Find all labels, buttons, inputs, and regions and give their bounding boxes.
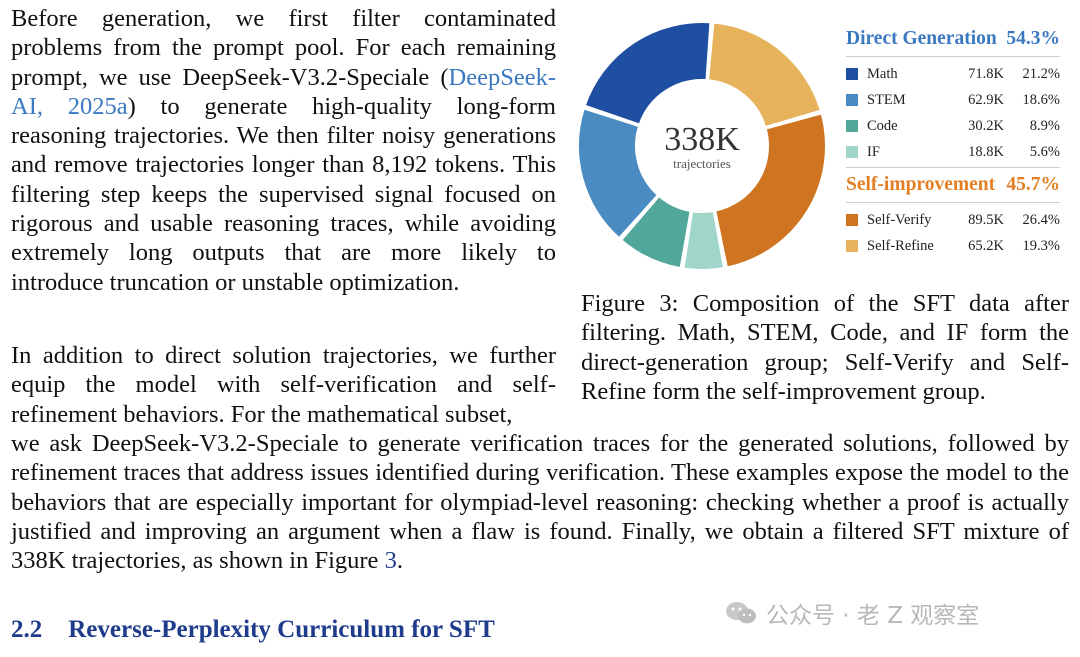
legend-percent: 21.2% (1022, 65, 1060, 82)
legend-swatch (846, 68, 858, 80)
donut-center-value: 338K (664, 121, 740, 158)
legend-item-code: Code 30.2K 8.9% (846, 113, 1060, 139)
legend-group-self: Self-improvement 45.7% (846, 174, 1060, 195)
legend-swatch (846, 146, 858, 158)
legend-item-stem: STEM 62.9K 18.6% (846, 87, 1060, 113)
legend-divider (846, 202, 1060, 203)
legend-item-math: Math 71.8K 21.2% (846, 61, 1060, 87)
legend-swatch (846, 214, 858, 226)
donut-slice-if (682, 209, 726, 271)
legend-percent: 8.9% (1029, 117, 1060, 134)
legend-item-self-verify: Self-Verify 89.5K 26.4% (846, 207, 1060, 233)
watermark-text: 公众号 · 老 Z 观察室 (766, 603, 980, 629)
donut-slice-code (619, 194, 692, 270)
legend-label: Self-Refine (867, 237, 934, 254)
donut-slice-self-verify (714, 112, 827, 269)
donut-chart: 338K trajectories (577, 21, 827, 271)
legend-swatch (846, 120, 858, 132)
legend-divider (846, 167, 1060, 168)
donut-slice-math (583, 21, 712, 126)
legend-count: 65.2K (968, 237, 1004, 254)
citation-link[interactable]: DeepSeek-AI, 2025a (11, 63, 556, 120)
watermark: 公众号 · 老 Z 观察室 (724, 596, 979, 630)
legend-item-if: IF 18.8K 5.6% (846, 139, 1060, 165)
donut-center-label: trajectories (673, 156, 731, 171)
legend-count: 71.8K (968, 65, 1004, 82)
legend-count: 30.2K (968, 117, 1004, 134)
legend-count: 18.8K (968, 143, 1004, 160)
legend-swatch (846, 240, 858, 252)
legend-count: 62.9K (968, 91, 1004, 108)
figure-ref-link[interactable]: 3 (384, 547, 397, 575)
legend-label: Self-Verify (867, 211, 932, 228)
legend-group-direct: Direct Generation 54.3% (846, 28, 1060, 49)
legend-percent: 19.3% (1022, 237, 1060, 254)
legend-percent: 26.4% (1022, 211, 1060, 228)
section-heading: 2.2 Reverse-Perplexity Curriculum for SFT (11, 616, 495, 643)
legend-count: 89.5K (968, 211, 1004, 228)
legend-item-self-refine: Self-Refine 65.2K 19.3% (846, 233, 1060, 259)
legend-label: IF (867, 143, 880, 160)
legend-label: Code (867, 117, 898, 134)
legend-label: STEM (867, 91, 906, 108)
paragraph-2-continued: we ask DeepSeek-V3.2-Speciale to generat… (11, 430, 1069, 575)
legend-swatch (846, 94, 858, 106)
chart-legend: Direct Generation 54.3% Math 71.8K 21.2% STE… (846, 28, 1060, 259)
donut-slice-stem (577, 107, 660, 240)
legend-percent: 5.6% (1029, 143, 1060, 160)
legend-divider (846, 56, 1060, 57)
figure-caption: Figure 3: Composition of the SFT data af… (581, 290, 1069, 405)
paragraph-1: Before generation, we first filter conta… (11, 5, 556, 296)
donut-slice-self-refine (706, 21, 823, 129)
legend-percent: 18.6% (1022, 91, 1060, 108)
wechat-icon (726, 602, 756, 624)
paragraph-2: In addition to direct solution trajector… (11, 342, 556, 428)
legend-label: Math (867, 65, 898, 82)
